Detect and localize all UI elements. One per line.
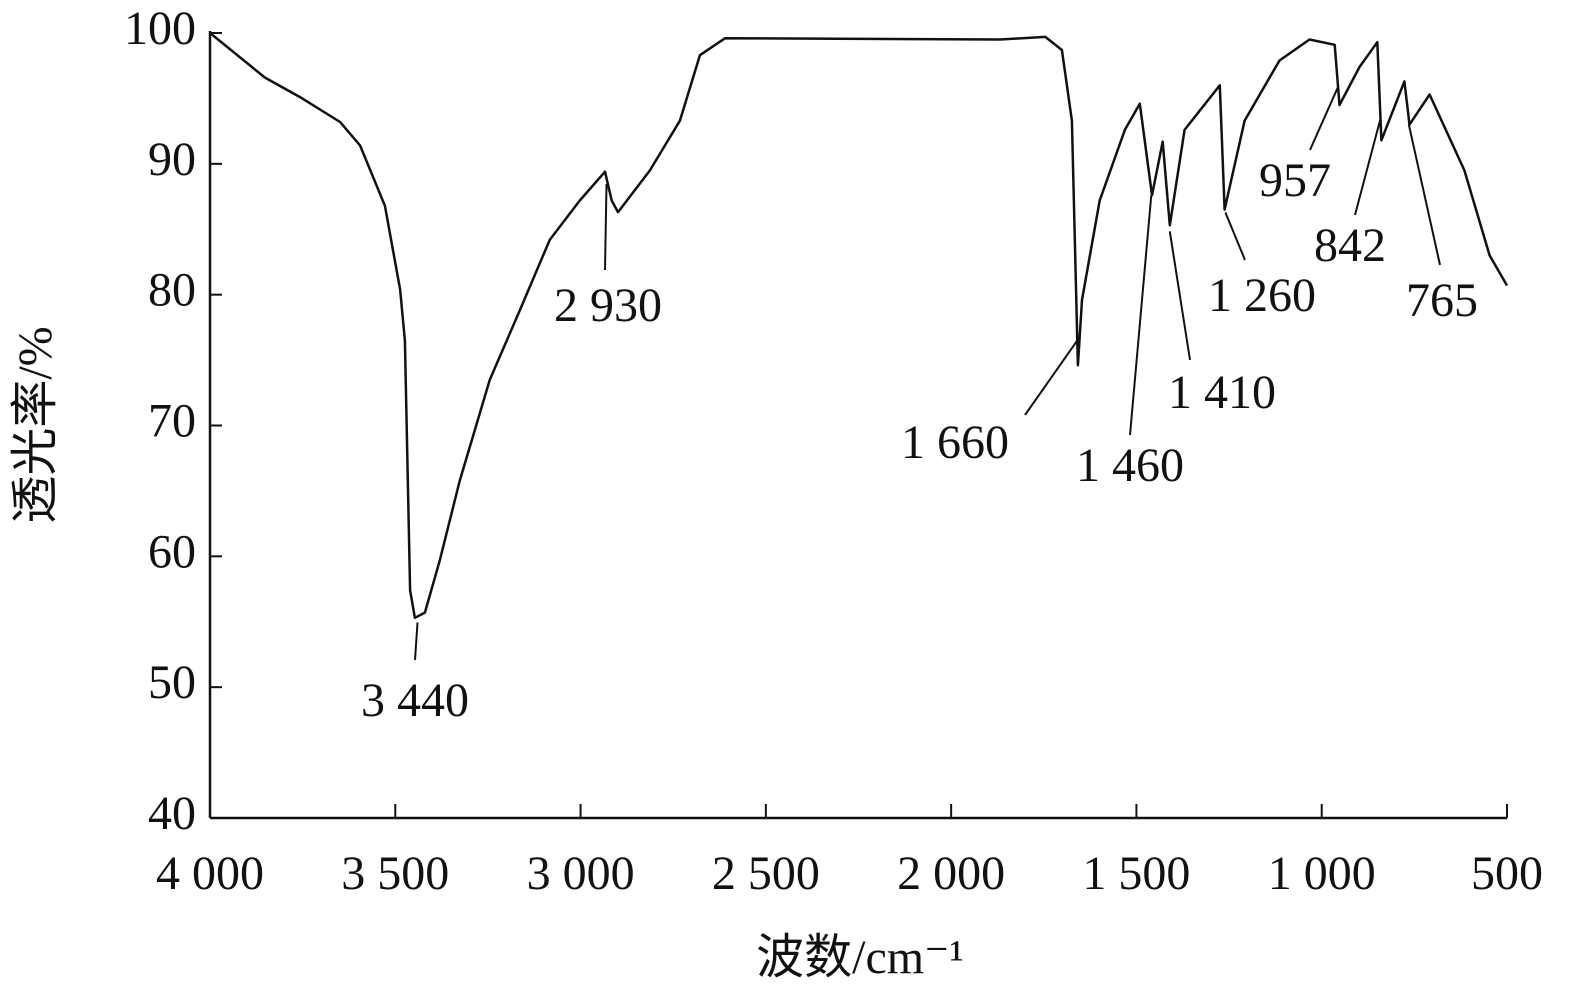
y-tick-label: 70	[148, 395, 196, 448]
y-tick-label: 40	[148, 787, 196, 840]
x-axis-label: 波数/cm⁻¹	[756, 931, 964, 984]
annotation-leader	[1168, 231, 1191, 361]
x-tick-label: 2 500	[712, 847, 820, 900]
annotation-label: 842	[1314, 219, 1386, 272]
x-tick-label: 500	[1471, 847, 1543, 900]
annotation-label: 765	[1406, 274, 1478, 327]
annotation-label: 1 660	[901, 416, 1009, 469]
annotation-label: 1 260	[1208, 269, 1316, 322]
x-tick-label: 4 000	[156, 847, 264, 900]
annotation-leader	[1309, 87, 1339, 151]
annotation-leader	[1407, 124, 1441, 266]
y-tick-label: 50	[148, 656, 196, 709]
annotation-leader	[1354, 119, 1382, 216]
y-axis-label: 透光率/%	[9, 326, 62, 523]
x-tick-label: 1 500	[1082, 847, 1190, 900]
annotation-leader	[1024, 340, 1078, 416]
x-tick-label: 2 000	[897, 847, 1005, 900]
x-tick-label: 3 500	[341, 847, 449, 900]
x-tick-label: 3 000	[527, 847, 635, 900]
annotation-leader	[414, 622, 419, 661]
y-tick-label: 60	[148, 525, 196, 578]
y-tick-label: 100	[124, 2, 196, 55]
annotation-leader	[1129, 195, 1153, 436]
annotation-leader	[604, 184, 608, 271]
y-tick-label: 90	[148, 133, 196, 186]
annotation-label: 3 440	[361, 674, 469, 727]
annotation-label: 2 930	[554, 279, 662, 332]
x-tick-label: 1 000	[1268, 847, 1376, 900]
annotation-label: 1 410	[1168, 366, 1276, 419]
spectrum-line	[209, 32, 1509, 620]
annotation-label: 1 460	[1076, 439, 1184, 492]
y-tick-label: 80	[148, 264, 196, 317]
annotation-leader	[1224, 211, 1246, 261]
annotation-label: 957	[1259, 154, 1331, 207]
